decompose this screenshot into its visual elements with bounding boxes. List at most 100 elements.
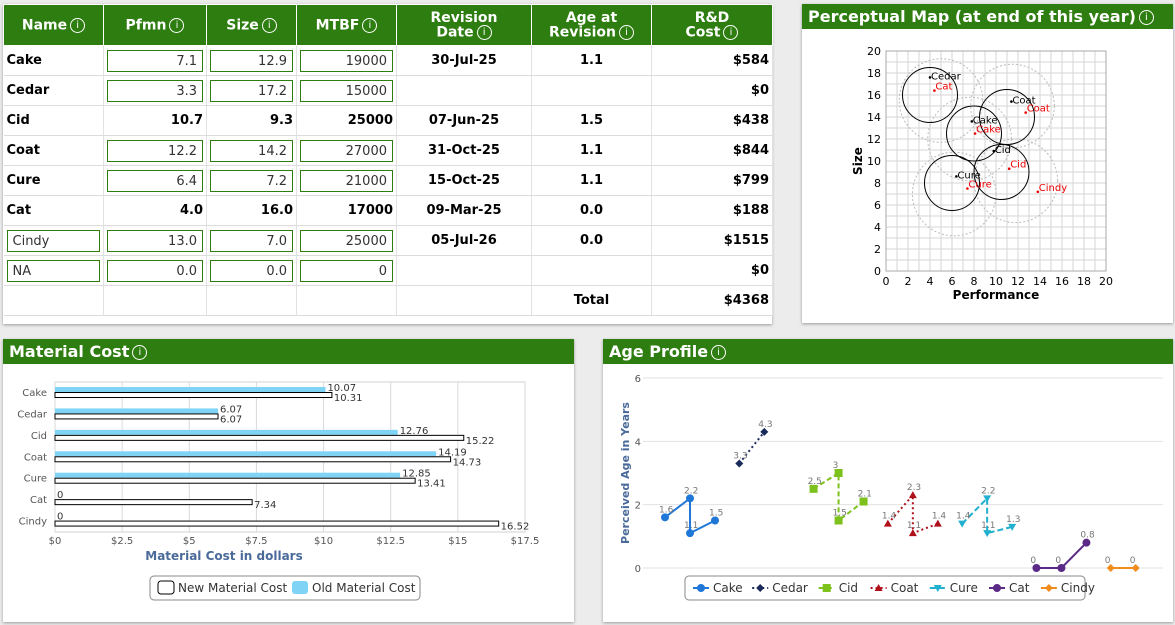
new-cost-label: 6.07 [220, 414, 242, 425]
product-name-value: Coat [3, 135, 104, 166]
x-tick-label: 2 [905, 275, 912, 288]
age-series-coat: 1.4 2.3 1.1 1.4 [882, 483, 946, 537]
data-point-marker [983, 530, 992, 538]
data-point-marker [1032, 564, 1041, 572]
decision-row: Cid 10.7 9.3 25000 07-Jun-25 1.5 $438 [3, 105, 773, 136]
info-icon[interactable]: i [723, 24, 739, 40]
plot-frame [885, 50, 1107, 272]
size-input[interactable]: 0.0 [210, 259, 293, 282]
size-input[interactable]: 14.2 [210, 139, 293, 162]
new-cost-label: 16.52 [501, 522, 530, 533]
legend-label[interactable]: Cat [1009, 581, 1030, 595]
data-label: 1.3 [1006, 515, 1020, 525]
product-name-input[interactable]: Cindy [6, 229, 100, 252]
info-icon[interactable]: i [261, 17, 277, 33]
size-input[interactable]: 12.9 [210, 49, 293, 72]
legend-label[interactable]: Cake [713, 581, 743, 595]
age-at-revision-value [531, 255, 652, 286]
data-label: 1.6 [659, 505, 674, 515]
legend-item[interactable]: Cindy [1040, 581, 1095, 595]
decision-row: NA 0.0 0.0 0 $0 [3, 255, 773, 286]
performance-input[interactable]: 12.2 [107, 139, 203, 162]
size-input[interactable]: 7.2 [210, 169, 293, 192]
info-icon[interactable]: i [169, 17, 185, 33]
data-label: 1.5 [833, 509, 847, 519]
ideal-point-label: Cindy [1039, 183, 1067, 194]
age-at-revision-value: 1.1 [531, 135, 652, 166]
data-point-marker [1057, 564, 1066, 572]
data-point-marker [760, 427, 769, 436]
x-tick-label: 20 [1099, 275, 1113, 288]
legend-label[interactable]: Cindy [1061, 581, 1095, 595]
legend-item[interactable]: Coat [870, 581, 919, 595]
y-tick-label: 20 [867, 45, 881, 58]
legend-item[interactable]: Cedar [752, 581, 808, 595]
info-icon[interactable]: i [70, 17, 86, 33]
col-header-revision-date: Revision Date i [396, 4, 532, 46]
legend-label-new[interactable]: New Material Cost [178, 581, 288, 595]
total-label: Total [531, 285, 652, 316]
performance-input[interactable]: 7.1 [107, 49, 203, 72]
mtbf-input[interactable]: 0 [300, 259, 393, 282]
data-label: 1.4 [956, 512, 971, 522]
rd-cost-value: $844 [651, 135, 773, 166]
info-icon[interactable]: i [132, 345, 148, 360]
legend-label[interactable]: Cure [950, 581, 978, 595]
old-cost-label: 6.07 [220, 404, 242, 415]
size-input[interactable]: 17.2 [210, 79, 293, 102]
old-cost-label: 0 [57, 512, 63, 523]
new-cost-label: 7.34 [254, 500, 276, 511]
legend-item[interactable]: Cure [929, 581, 978, 595]
mtbf-input[interactable]: 19000 [300, 49, 393, 72]
age-at-revision-value: 1.5 [531, 105, 652, 136]
size-input[interactable]: 7.0 [210, 229, 293, 252]
mtbf-input[interactable]: 25000 [300, 229, 393, 252]
new-cost-bar [54, 456, 452, 463]
product-point-label: Cedar [931, 71, 962, 82]
material-cost-panel: Material Cost i $0 $2.5 $5 $7.5 $10 $12.5 $15 $1… [3, 339, 574, 622]
legend-item[interactable]: Cid [818, 581, 858, 595]
info-icon[interactable]: i [711, 345, 727, 360]
performance-input[interactable]: 6.4 [107, 169, 203, 192]
data-point-marker [822, 584, 831, 592]
legend-label[interactable]: Cedar [772, 581, 808, 595]
legend-swatch-new[interactable] [157, 580, 175, 595]
info-icon[interactable]: i [476, 24, 492, 40]
col-header-age-at-revision: Age at Revision i [531, 4, 652, 46]
mtbf-input[interactable]: 15000 [300, 79, 393, 102]
mtbf-input[interactable]: 27000 [300, 139, 393, 162]
product-name-value: Cat [3, 195, 104, 226]
old-cost-label: 10.07 [327, 383, 356, 394]
performance-input[interactable]: 0.0 [107, 259, 203, 282]
data-point-marker [883, 519, 892, 527]
ideal-point [1024, 111, 1027, 114]
decision-row: Coat 12.2 14.2 27000 31-Oct-25 1.1 $844 [3, 135, 773, 166]
perceptual-map-panel: Perceptual Map (at end of this year) i 0 2… [802, 4, 1173, 323]
x-tick-label: $17.5 [511, 536, 540, 547]
x-axis-label: Performance [953, 288, 1040, 302]
legend-item[interactable]: Cat [989, 581, 1030, 595]
legend-label[interactable]: Cid [839, 581, 858, 595]
segment-circle [946, 105, 1002, 162]
age-series-cid: 2.5 3 1.5 2.1 [808, 461, 872, 525]
age-at-revision-value: 0.0 [531, 225, 652, 256]
mtbf-input[interactable]: 21000 [300, 169, 393, 192]
legend-label[interactable]: Coat [891, 581, 919, 595]
data-label: 1.4 [882, 512, 897, 522]
data-label: 3 [833, 461, 839, 471]
segment-circle [979, 89, 1035, 145]
info-icon[interactable]: i [618, 24, 634, 40]
performance-input[interactable]: 13.0 [107, 229, 203, 252]
old-cost-bar [55, 408, 219, 414]
performance-input[interactable]: 3.3 [107, 79, 203, 102]
data-label: 0.8 [1080, 531, 1095, 541]
old-cost-bar [55, 387, 326, 392]
legend-swatch-old[interactable] [292, 581, 308, 594]
rd-cost-value: $188 [651, 195, 773, 226]
legend-item[interactable]: Cake [693, 581, 743, 595]
info-icon[interactable]: i [1138, 10, 1154, 25]
product-name-input[interactable]: NA [6, 259, 100, 282]
legend-label-old[interactable]: Old Material Cost [312, 581, 416, 595]
info-icon[interactable]: i [362, 17, 378, 33]
age-profile-chart: 0 2 4 6 Perceived Age in Years 1.6 2.2 1.1 1.5 3.… [619, 374, 1163, 601]
